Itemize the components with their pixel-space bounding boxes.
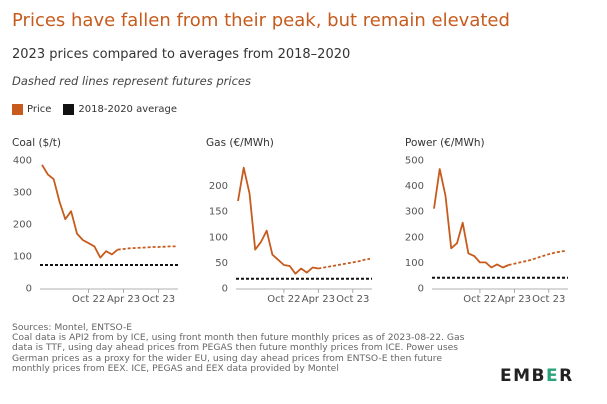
x-tick-label-0-2: Oct 23	[142, 294, 175, 305]
y-tick-label-2-5: 500	[405, 156, 424, 167]
chart-title-0: Coal ($/t)	[12, 137, 61, 149]
legend: Price 2018-2020 average	[12, 104, 189, 115]
x-tick-label-2-0: Oct 22	[463, 294, 496, 305]
y-tick-label-0-3: 300	[13, 188, 32, 199]
x-tick-label-0-0: Oct 22	[72, 294, 105, 305]
legend-swatch-price	[12, 104, 23, 115]
logo-right: R	[559, 366, 574, 386]
price-line-1	[237, 166, 319, 275]
legend-label-price: Price	[27, 104, 52, 115]
y-tick-label-0-0: 0	[26, 284, 32, 295]
y-tick-label-2-0: 0	[418, 284, 424, 295]
y-tick-label-2-3: 300	[405, 207, 424, 218]
y-tick-label-0-4: 400	[13, 156, 32, 167]
page-subtitle: 2023 prices compared to averages from 20…	[12, 47, 351, 62]
ember-logo: EMBER	[500, 366, 574, 386]
legend-item-price: Price	[12, 104, 51, 115]
logo-mid: E	[546, 366, 560, 386]
y-tick-label-2-2: 200	[405, 232, 424, 243]
y-tick-label-1-3: 150	[209, 207, 228, 218]
sources-details: Coal data is API2 from by ICE, using fro…	[12, 332, 465, 374]
page-title: Prices have fallen from their peak, but …	[12, 10, 510, 31]
y-tick-label-1-0: 0	[222, 284, 228, 295]
logo-left: EMB	[500, 366, 546, 386]
legend-label-average: 2018-2020 average	[78, 104, 178, 115]
y-tick-label-0-2: 200	[13, 220, 32, 231]
x-tick-label-1-2: Oct 23	[336, 294, 369, 305]
y-tick-label-1-1: 50	[215, 258, 228, 269]
legend-item-average: 2018-2020 average	[63, 104, 177, 115]
y-tick-label-1-4: 200	[209, 181, 228, 192]
legend-swatch-average	[63, 104, 75, 115]
sources-block: Sources: Montel, ENTSO-E Coal data is AP…	[12, 322, 482, 374]
y-tick-label-2-1: 100	[405, 258, 424, 269]
price-line-0	[41, 164, 119, 259]
chart-note: Dashed red lines represent futures price…	[12, 74, 251, 88]
chart-title-2: Power (€/MWh)	[405, 137, 485, 149]
y-tick-label-2-4: 400	[405, 181, 424, 192]
x-tick-label-2-1: Apr 23	[498, 294, 531, 305]
y-tick-label-1-2: 100	[209, 232, 228, 243]
futures-line-2	[508, 250, 567, 266]
x-tick-label-0-1: Apr 23	[107, 294, 140, 305]
x-tick-label-1-0: Oct 22	[267, 294, 300, 305]
x-tick-label-2-2: Oct 23	[532, 294, 565, 305]
sources-line: Sources: Montel, ENTSO-E	[12, 322, 133, 333]
futures-line-1	[318, 257, 371, 270]
chart-title-1: Gas (€/MWh)	[206, 137, 274, 149]
futures-line-0	[117, 245, 176, 251]
y-tick-label-0-1: 100	[13, 252, 32, 263]
x-tick-label-1-1: Apr 23	[302, 294, 335, 305]
price-line-2	[433, 168, 509, 269]
